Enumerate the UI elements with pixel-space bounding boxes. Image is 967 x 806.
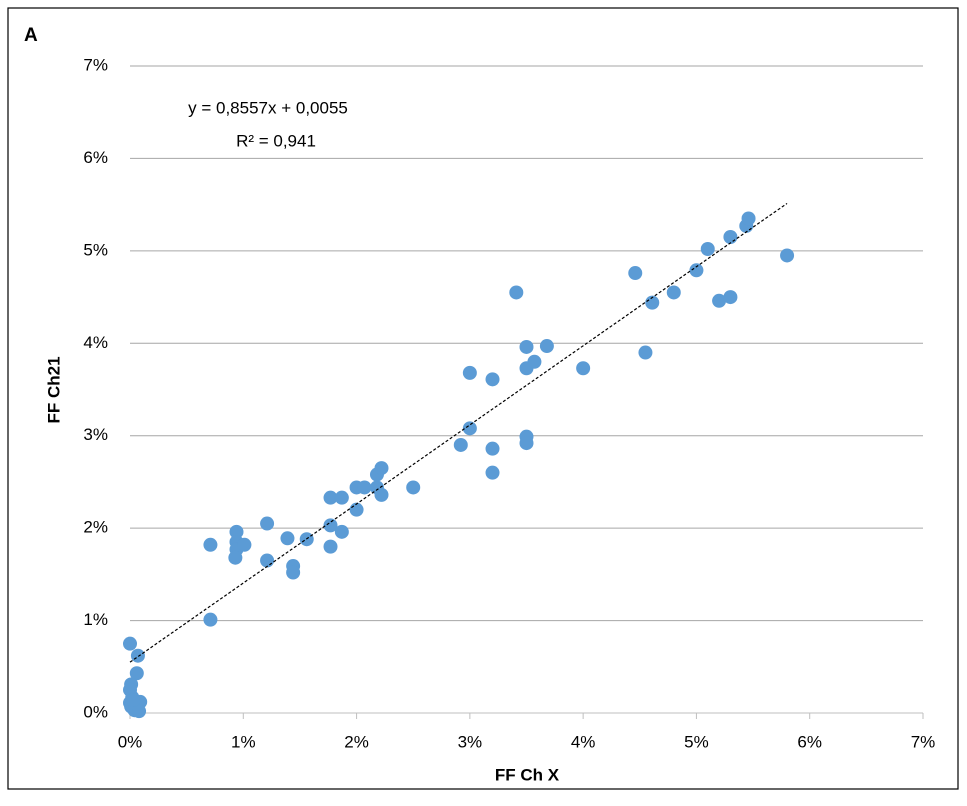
chart-title: A xyxy=(24,25,38,46)
point xyxy=(741,211,756,226)
y-tick-label: 4% xyxy=(83,333,108,352)
x-tick-label: 3% xyxy=(458,732,483,751)
chart-border xyxy=(7,7,959,790)
y-tick-label: 2% xyxy=(83,518,108,537)
point xyxy=(374,461,389,476)
point xyxy=(280,531,295,546)
point xyxy=(237,537,252,552)
point xyxy=(130,648,145,663)
point xyxy=(349,502,364,517)
point xyxy=(723,229,738,244)
y-tick-label: 7% xyxy=(83,55,108,74)
point xyxy=(638,345,653,360)
point xyxy=(519,436,534,451)
point xyxy=(462,365,477,380)
point xyxy=(780,248,795,263)
point xyxy=(334,524,349,539)
y-tick-label: 5% xyxy=(83,240,108,259)
point xyxy=(485,372,500,387)
point xyxy=(203,612,218,627)
point xyxy=(527,354,542,369)
x-tick-label: 6% xyxy=(797,732,822,751)
point xyxy=(485,441,500,456)
trendline xyxy=(129,202,788,663)
point xyxy=(485,465,500,480)
point xyxy=(126,693,141,708)
point xyxy=(260,516,275,531)
point xyxy=(132,704,147,719)
point xyxy=(509,285,524,300)
y-tick-label: 0% xyxy=(83,702,108,721)
point xyxy=(374,487,389,502)
y-axis-title: FF Ch21 xyxy=(44,356,63,423)
point xyxy=(228,550,243,565)
point xyxy=(123,636,137,651)
point xyxy=(334,490,349,505)
x-tick-label: 4% xyxy=(571,732,596,751)
point xyxy=(453,437,468,452)
point xyxy=(539,339,554,354)
point xyxy=(700,242,715,257)
trendline-equation: y = 0,8557x + 0,0055 xyxy=(188,98,348,117)
x-tick-label: 7% xyxy=(911,732,936,751)
point xyxy=(519,339,534,354)
point xyxy=(323,539,338,554)
point xyxy=(645,295,660,310)
point xyxy=(323,518,338,533)
point xyxy=(129,666,144,681)
point xyxy=(323,490,338,505)
point xyxy=(712,293,727,308)
y-tick-label: 6% xyxy=(83,148,108,167)
point xyxy=(286,565,301,580)
point xyxy=(406,480,421,495)
point xyxy=(723,290,738,305)
x-tick-label: 1% xyxy=(231,732,256,751)
point xyxy=(576,361,591,376)
y-tick-label: 3% xyxy=(83,425,108,444)
point xyxy=(689,263,704,278)
x-tick-label: 2% xyxy=(344,732,369,751)
x-tick-label: 5% xyxy=(684,732,709,751)
x-tick-label: 0% xyxy=(118,732,143,751)
point xyxy=(357,480,372,495)
x-axis-title: FF Ch X xyxy=(495,765,560,784)
point xyxy=(203,537,218,552)
point xyxy=(666,285,681,300)
point xyxy=(260,553,275,568)
r-squared: R² = 0,941 xyxy=(236,131,316,150)
point xyxy=(462,421,477,436)
point xyxy=(229,524,244,539)
y-tick-label: 1% xyxy=(83,610,108,629)
point xyxy=(628,266,643,281)
